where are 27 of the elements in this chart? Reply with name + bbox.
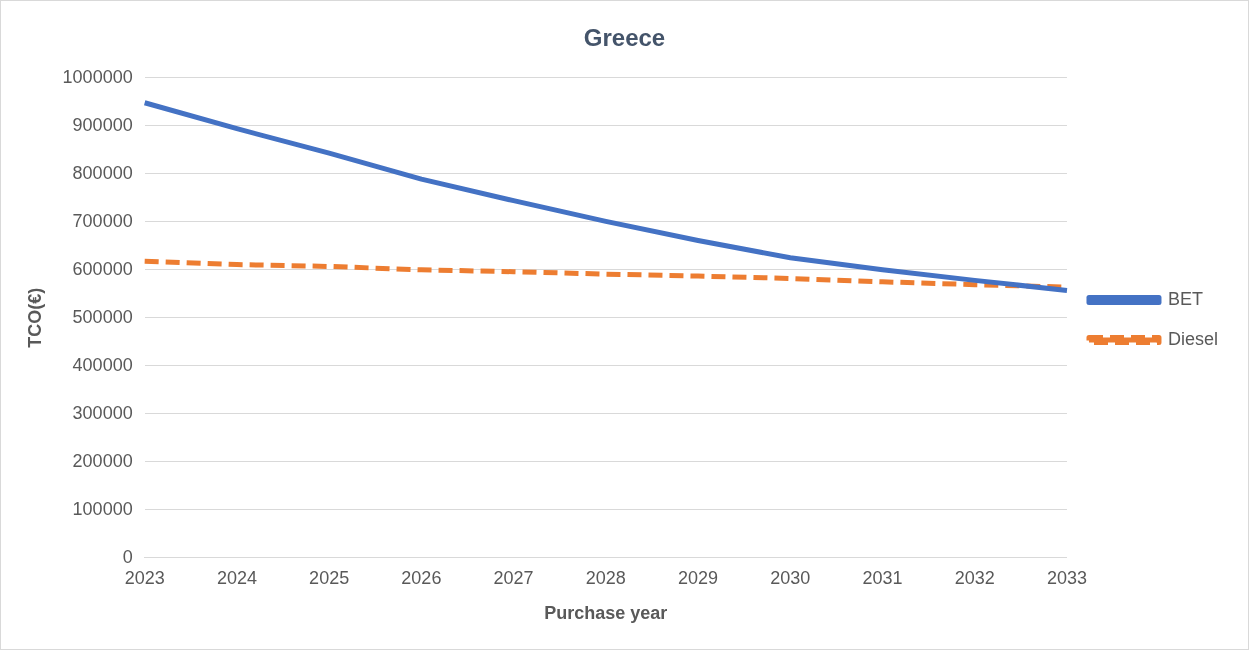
- x-tick-label: 2028: [585, 567, 626, 588]
- x-tick-label: 2023: [124, 567, 165, 588]
- x-tick-label: 2031: [862, 567, 903, 588]
- y-tick-label: 600000: [72, 258, 133, 279]
- chart-title: Greece: [583, 24, 666, 52]
- y-tick-label: 200000: [72, 450, 133, 471]
- y-tick-label: 1000000: [62, 66, 133, 87]
- y-tick-label: 400000: [72, 354, 133, 375]
- x-tick-label: 2027: [493, 567, 534, 588]
- x-tick-label: 2032: [954, 567, 995, 588]
- legend-label: Diesel: [1167, 328, 1219, 349]
- y-axis-title: TCO(€): [24, 287, 45, 348]
- y-tick-label: 800000: [72, 162, 133, 183]
- x-tick-label: 2025: [309, 567, 350, 588]
- x-tick-label: 2033: [1046, 567, 1087, 588]
- x-tick-label: 2030: [770, 567, 811, 588]
- x-axis-title: Purchase year: [544, 603, 668, 624]
- y-tick-label: 500000: [72, 306, 133, 327]
- x-tick-label: 2026: [401, 567, 442, 588]
- y-tick-label: 700000: [72, 210, 133, 231]
- y-tick-label: 100000: [72, 498, 133, 519]
- x-tick-label: 2024: [216, 567, 257, 588]
- legend-label: BET: [1167, 288, 1203, 309]
- y-tick-label: 300000: [72, 402, 133, 423]
- y-tick-label: 900000: [72, 114, 133, 135]
- x-tick-label: 2029: [678, 567, 719, 588]
- y-tick-label: 0: [122, 546, 133, 567]
